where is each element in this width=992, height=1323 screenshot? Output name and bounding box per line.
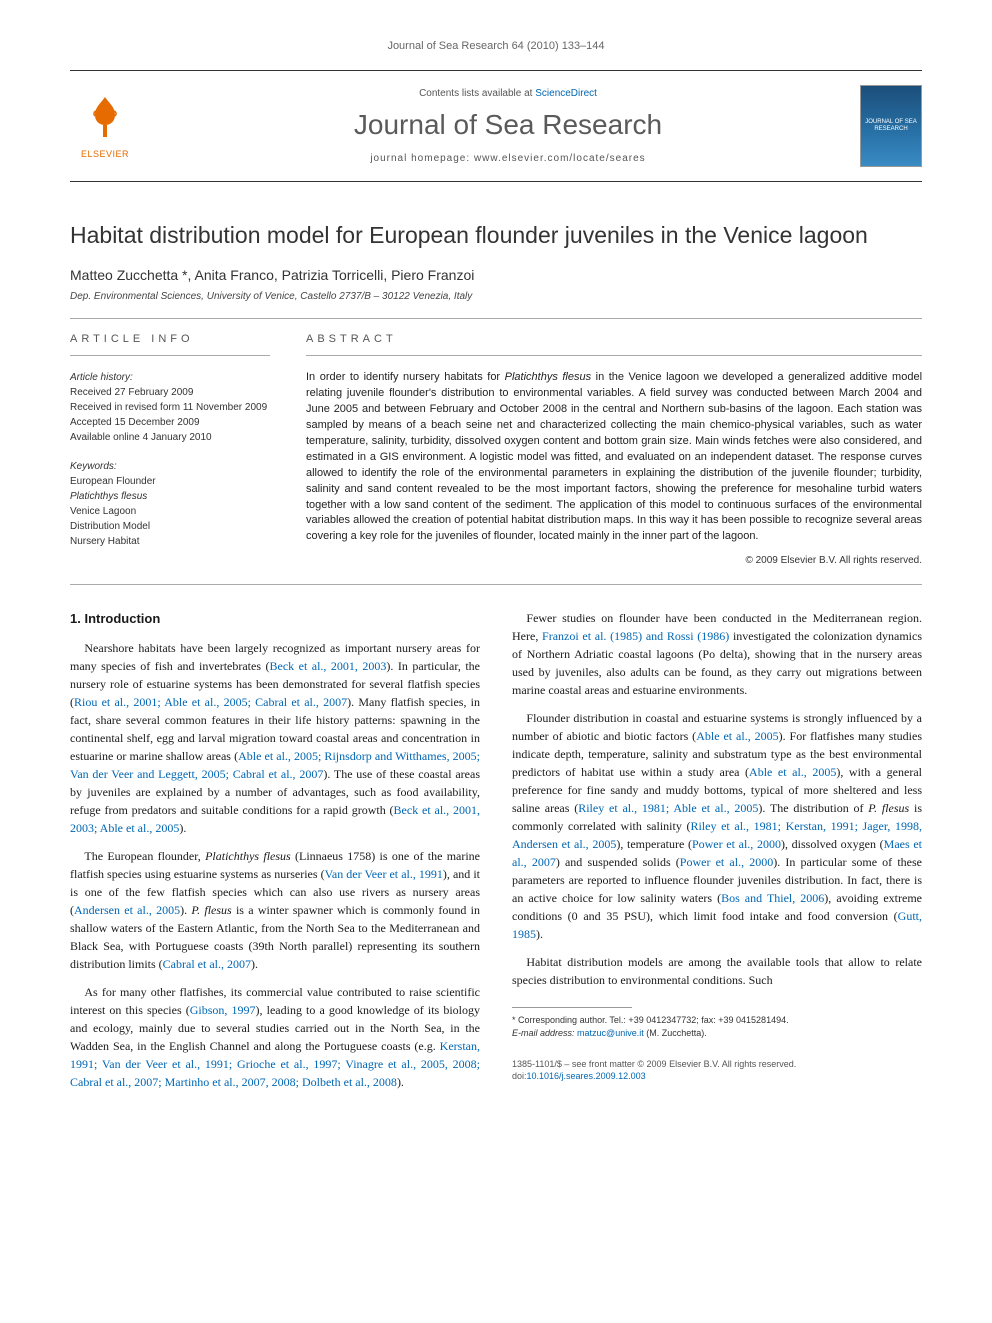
info-abstract-row: ARTICLE INFO Article history: Received 2…: [70, 333, 922, 566]
doi-link[interactable]: 10.1016/j.seares.2009.12.003: [527, 1071, 646, 1081]
paragraph-1: Nearshore habitats have been largely rec…: [70, 639, 480, 837]
journal-name: Journal of Sea Research: [156, 109, 860, 141]
paragraph-3: As for many other flatfishes, its commer…: [70, 983, 480, 1091]
accepted-date: Accepted 15 December 2009: [70, 415, 270, 430]
species-name: P. flesus: [868, 801, 909, 815]
keyword-4: Distribution Model: [70, 519, 270, 534]
keywords-label: Keywords:: [70, 459, 270, 474]
citation[interactable]: Riou et al., 2001; Able et al., 2005; Ca…: [74, 695, 347, 709]
paragraph-4: Fewer studies on flounder have been cond…: [512, 609, 922, 699]
abstract-text: In order to identify nursery habitats fo…: [306, 370, 922, 545]
copyright-line: © 2009 Elsevier B.V. All rights reserved…: [306, 555, 922, 566]
divider-bottom: [70, 584, 922, 585]
abstract-pre: In order to identify nursery habitats fo…: [306, 371, 505, 383]
revised-date: Received in revised form 11 November 200…: [70, 400, 270, 415]
citation[interactable]: Able et al., 2005: [749, 765, 836, 779]
abstract-post: in the Venice lagoon we developed a gene…: [306, 371, 922, 542]
article-history: Article history: Received 27 February 20…: [70, 370, 270, 445]
corresponding-author-footnote: * Corresponding author. Tel.: +39 041234…: [512, 1014, 922, 1039]
keywords-block: Keywords: European Flounder Platichthys …: [70, 459, 270, 549]
article-info-header: ARTICLE INFO: [70, 333, 270, 345]
keyword-2: Platichthys flesus: [70, 489, 270, 504]
contents-prefix: Contents lists available at: [419, 88, 535, 99]
email-link[interactable]: matzuc@unive.it: [577, 1028, 644, 1038]
running-head: Journal of Sea Research 64 (2010) 133–14…: [70, 40, 922, 52]
body-text: 1. Introduction Nearshore habitats have …: [70, 609, 922, 1091]
sciencedirect-link[interactable]: ScienceDirect: [535, 88, 597, 99]
publisher-name: ELSEVIER: [81, 149, 129, 159]
authors-line: Matteo Zucchetta *, Anita Franco, Patriz…: [70, 267, 922, 283]
citation[interactable]: Beck et al., 2001, 2003: [269, 659, 386, 673]
affiliation: Dep. Environmental Sciences, University …: [70, 291, 922, 302]
keyword-1: European Flounder: [70, 474, 270, 489]
citation[interactable]: Riley et al., 1981; Able et al., 2005: [578, 801, 758, 815]
homepage-prefix: journal homepage:: [370, 153, 474, 164]
info-divider: [70, 355, 270, 356]
section-title: Introduction: [84, 611, 160, 626]
article-title: Habitat distribution model for European …: [70, 222, 922, 249]
footnote-text: Corresponding author. Tel.: +39 04123477…: [518, 1015, 789, 1025]
citation[interactable]: Andersen et al., 2005: [74, 903, 180, 917]
citation[interactable]: Power et al., 2000: [692, 837, 781, 851]
section-1-heading: 1. Introduction: [70, 609, 480, 629]
species-name: P. flesus: [191, 903, 231, 917]
citation[interactable]: Gibson, 1997: [190, 1003, 256, 1017]
citation[interactable]: Franzoi et al. (1985) and Rossi (1986): [542, 629, 729, 643]
footnote-separator: [512, 1007, 632, 1008]
section-number: 1.: [70, 611, 81, 626]
abstract-species: Platichthys flesus: [505, 371, 591, 383]
citation[interactable]: Cabral et al., 2007: [163, 957, 251, 971]
email-suffix: (M. Zucchetta).: [646, 1028, 707, 1038]
species-name: Platichthys flesus: [205, 849, 291, 863]
bottom-metadata: 1385-1101/$ – see front matter © 2009 El…: [512, 1058, 922, 1083]
email-label: E-mail address:: [512, 1028, 575, 1038]
journal-cover-thumbnail: JOURNAL OF SEA RESEARCH: [860, 85, 922, 167]
paragraph-6: Habitat distribution models are among th…: [512, 953, 922, 989]
received-date: Received 27 February 2009: [70, 385, 270, 400]
cover-text: JOURNAL OF SEA RESEARCH: [861, 119, 921, 133]
paragraph-2: The European flounder, Platichthys flesu…: [70, 847, 480, 973]
keyword-3: Venice Lagoon: [70, 504, 270, 519]
homepage-url: www.elsevier.com/locate/seares: [474, 153, 646, 164]
elsevier-tree-icon: [81, 93, 129, 149]
divider-top: [70, 318, 922, 319]
masthead-center: Contents lists available at ScienceDirec…: [156, 88, 860, 164]
online-date: Available online 4 January 2010: [70, 430, 270, 445]
history-label: Article history:: [70, 370, 270, 385]
keyword-5: Nursery Habitat: [70, 534, 270, 549]
citation[interactable]: Bos and Thiel, 2006: [721, 891, 824, 905]
abstract-divider: [306, 355, 922, 356]
contents-available-line: Contents lists available at ScienceDirec…: [156, 88, 860, 99]
article-info-column: ARTICLE INFO Article history: Received 2…: [70, 333, 270, 566]
abstract-header: ABSTRACT: [306, 333, 922, 345]
citation[interactable]: Power et al., 2000: [680, 855, 773, 869]
masthead: ELSEVIER Contents lists available at Sci…: [70, 70, 922, 182]
citation[interactable]: Van der Veer et al., 1991: [325, 867, 443, 881]
citation[interactable]: Able et al., 2005: [696, 729, 778, 743]
publisher-logo: ELSEVIER: [70, 86, 140, 166]
paragraph-5: Flounder distribution in coastal and est…: [512, 709, 922, 943]
homepage-line: journal homepage: www.elsevier.com/locat…: [156, 153, 860, 164]
issn-line: 1385-1101/$ – see front matter © 2009 El…: [512, 1058, 922, 1071]
doi-label: doi:: [512, 1071, 527, 1081]
footnote-marker: *: [512, 1015, 516, 1025]
abstract-column: ABSTRACT In order to identify nursery ha…: [306, 333, 922, 566]
